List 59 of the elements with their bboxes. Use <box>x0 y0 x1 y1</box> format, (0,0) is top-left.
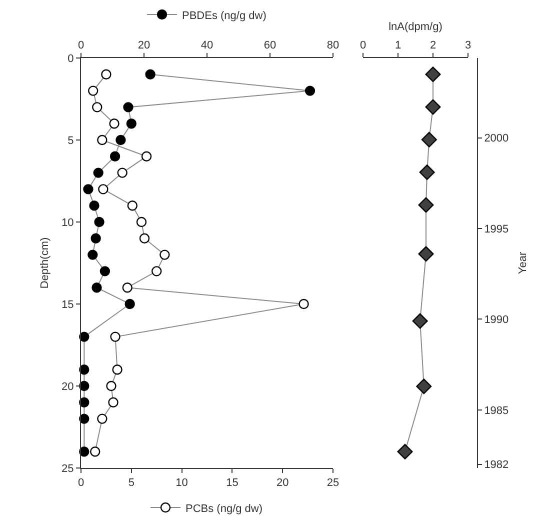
point <box>418 197 434 213</box>
point <box>139 233 150 244</box>
x2-tick-label: 60 <box>264 40 276 52</box>
point <box>108 397 118 408</box>
point <box>122 282 132 293</box>
y-tick-label: 1990 <box>484 314 509 326</box>
x2-tick-label: 40 <box>200 40 214 52</box>
y-tick-label: 1982 <box>484 459 509 472</box>
point <box>112 364 122 375</box>
y-tick-label: 0 <box>68 52 74 65</box>
x-tick-label: 0 <box>78 477 84 490</box>
x-tick-label: 25 <box>326 477 340 490</box>
point <box>136 216 147 228</box>
x-tick-label: 0 <box>360 40 366 52</box>
x-tick-label: 1 <box>394 40 402 52</box>
point <box>97 414 108 424</box>
x2-tick-label: 80 <box>326 40 340 52</box>
y-axis-title: Year <box>516 252 529 274</box>
point <box>127 200 138 211</box>
point <box>98 184 108 194</box>
y-tick-label: 5 <box>68 134 74 147</box>
x-tick-label: 3 <box>464 40 472 52</box>
x-tick-label: 10 <box>176 477 188 490</box>
point <box>152 266 162 276</box>
point <box>397 444 413 460</box>
point <box>298 298 309 310</box>
x-tick-label: 5 <box>128 477 134 490</box>
point <box>106 380 116 392</box>
y-tick-label: 2000 <box>484 132 509 145</box>
point <box>419 164 435 180</box>
x-axis-title: lnA(dpm/g) <box>388 21 442 34</box>
y-tick-label: 20 <box>62 380 74 393</box>
point <box>425 99 441 115</box>
point <box>92 102 102 112</box>
point <box>117 168 128 178</box>
point <box>141 151 152 162</box>
point <box>412 313 428 329</box>
point <box>421 132 437 148</box>
point <box>160 250 170 260</box>
point <box>90 446 100 457</box>
legend-label: PBDEs (ng/g dw) <box>182 10 266 22</box>
x-tick-label: 2 <box>430 40 436 52</box>
point <box>109 118 120 129</box>
y-axis-title: Depth(cm) <box>39 237 52 289</box>
y-tick-label: 25 <box>62 462 74 475</box>
point <box>97 134 108 146</box>
point <box>425 66 441 82</box>
point <box>88 86 98 96</box>
x-tick-label: 15 <box>226 477 238 490</box>
y-tick-label: 10 <box>62 216 74 229</box>
point <box>416 378 432 394</box>
y-tick-label: 1985 <box>484 404 509 417</box>
y-tick-label: 1995 <box>484 223 509 236</box>
legend-label: PCBs (ng/g dw) <box>186 502 263 515</box>
point <box>110 332 120 342</box>
point <box>418 246 434 262</box>
x-tick-label: 20 <box>276 477 289 490</box>
point <box>101 69 112 80</box>
y-tick-label: 15 <box>62 298 74 311</box>
